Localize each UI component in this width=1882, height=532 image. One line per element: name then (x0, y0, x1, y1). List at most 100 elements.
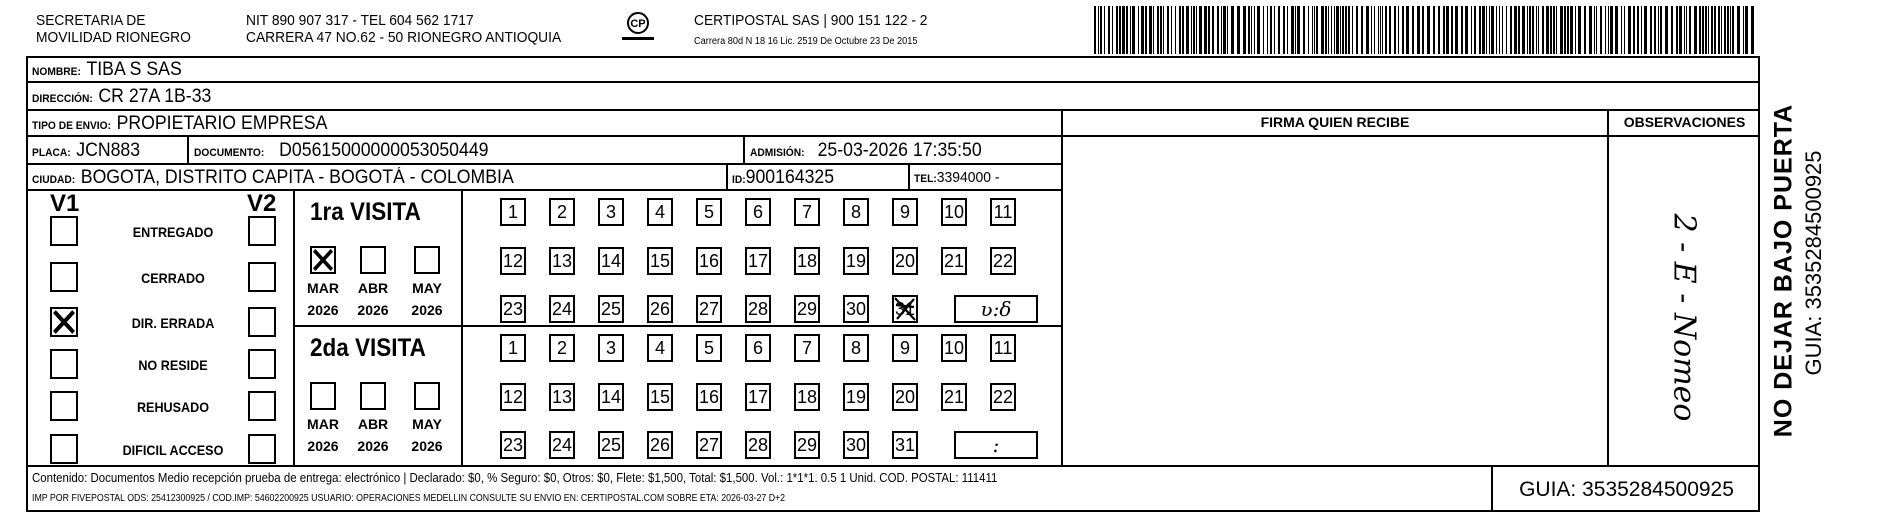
day-box[interactable]: 30 (843, 295, 869, 323)
barcode-bar (1596, 6, 1597, 54)
day-box[interactable]: 17 (745, 247, 771, 275)
day-box[interactable]: 7 (794, 198, 820, 226)
month-checkbox[interactable] (414, 246, 440, 274)
day-box[interactable]: 29 (794, 295, 820, 323)
month-checkbox[interactable] (414, 382, 440, 410)
barcode-bar (1600, 6, 1602, 54)
day-box[interactable]: 10 (941, 334, 967, 362)
day-box[interactable]: 27 (696, 295, 722, 323)
day-box[interactable]: 22 (990, 383, 1016, 411)
day-box[interactable]: 15 (647, 383, 673, 411)
day-box[interactable]: 2 (549, 334, 575, 362)
v2-checkbox[interactable] (248, 262, 276, 292)
barcode-bar (1331, 6, 1332, 54)
ciudad-label: CIUDAD: (32, 173, 76, 186)
day-box[interactable]: 24 (549, 295, 575, 323)
day-box[interactable]: 4 (647, 198, 673, 226)
day-box[interactable]: 14 (598, 247, 624, 275)
divider (26, 135, 1760, 137)
day-box[interactable]: 19 (843, 247, 869, 275)
month-checkbox[interactable] (310, 246, 336, 274)
barcode-bar (1254, 6, 1255, 54)
day-box[interactable]: 6 (745, 334, 771, 362)
barcode-bar (1295, 6, 1296, 54)
day-box[interactable]: 1 (500, 198, 526, 226)
day-box[interactable]: 24 (549, 431, 575, 459)
day-box[interactable]: 8 (843, 334, 869, 362)
v2-checkbox[interactable] (248, 307, 276, 337)
day-box[interactable]: 20 (892, 383, 918, 411)
day-box[interactable]: 13 (549, 383, 575, 411)
day-box[interactable]: 31 (892, 431, 918, 459)
v1-checkbox[interactable] (50, 434, 78, 464)
day-box[interactable]: 25 (598, 295, 624, 323)
barcode-bar (1727, 6, 1729, 54)
day-box[interactable]: 25 (598, 431, 624, 459)
day-box[interactable]: 2 (549, 198, 575, 226)
day-box[interactable]: 7 (794, 334, 820, 362)
day-box[interactable]: 5 (696, 334, 722, 362)
day-box[interactable]: 9 (892, 334, 918, 362)
barcode-bar (1654, 6, 1656, 54)
day-box[interactable]: 29 (794, 431, 820, 459)
day-box[interactable]: 28 (745, 295, 771, 323)
visit-title: 2da VISITA (310, 334, 426, 362)
day-box[interactable]: 26 (647, 295, 673, 323)
day-box[interactable]: 23 (500, 295, 526, 323)
month-checkbox[interactable] (360, 246, 386, 274)
day-box[interactable]: 11 (990, 334, 1016, 362)
day-box[interactable]: 12 (500, 247, 526, 275)
month-label: MAR (307, 416, 339, 432)
v2-checkbox[interactable] (248, 391, 276, 421)
v1-checkbox[interactable] (50, 216, 78, 246)
day-box[interactable]: 23 (500, 431, 526, 459)
day-box[interactable]: 12 (500, 383, 526, 411)
day-box[interactable]: 16 (696, 247, 722, 275)
barcode-bar (1705, 6, 1707, 54)
v2-checkbox[interactable] (248, 349, 276, 379)
day-box[interactable]: 28 (745, 431, 771, 459)
day-box[interactable]: 18 (794, 383, 820, 411)
day-box[interactable]: 17 (745, 383, 771, 411)
day-box[interactable]: 10 (941, 198, 967, 226)
day-box[interactable]: 19 (843, 383, 869, 411)
day-box[interactable]: 14 (598, 383, 624, 411)
day-box[interactable]: 9 (892, 198, 918, 226)
month-checkbox[interactable] (360, 382, 386, 410)
day-box[interactable]: 3 (598, 334, 624, 362)
day-box[interactable]: 22 (990, 247, 1016, 275)
day-box[interactable]: 1 (500, 334, 526, 362)
barcode-bar (1112, 6, 1113, 54)
time-box[interactable]: ʋ:δ (954, 295, 1038, 323)
v1-checkbox[interactable] (50, 349, 78, 379)
time-box[interactable]: : (954, 431, 1038, 459)
day-box[interactable]: 16 (696, 383, 722, 411)
day-box[interactable]: 21 (941, 247, 967, 275)
day-box[interactable]: 4 (647, 334, 673, 362)
day-box[interactable]: 18 (794, 247, 820, 275)
barcode-bar (1433, 6, 1435, 54)
v1-checkbox[interactable] (50, 307, 78, 337)
day-box[interactable]: 20 (892, 247, 918, 275)
day-box[interactable]: 6 (745, 198, 771, 226)
divider (26, 465, 1760, 467)
v1-checkbox[interactable] (50, 391, 78, 421)
signature-area[interactable] (1063, 137, 1607, 465)
month-checkbox[interactable] (310, 382, 336, 410)
v2-checkbox[interactable] (248, 434, 276, 464)
day-box[interactable]: 11 (990, 198, 1016, 226)
v2-checkbox[interactable] (248, 216, 276, 246)
v1-checkbox[interactable] (50, 262, 78, 292)
day-box[interactable]: 30 (843, 431, 869, 459)
svg-text:CP: CP (630, 18, 645, 30)
day-box[interactable]: 8 (843, 198, 869, 226)
day-box[interactable]: 5 (696, 198, 722, 226)
day-box[interactable]: 13 (549, 247, 575, 275)
day-box[interactable]: 3 (598, 198, 624, 226)
barcode-bar (1138, 6, 1139, 54)
day-box[interactable]: 27 (696, 431, 722, 459)
day-box[interactable]: 21 (941, 383, 967, 411)
day-box[interactable]: 26 (647, 431, 673, 459)
barcode-bar (1542, 6, 1544, 54)
day-box[interactable]: 15 (647, 247, 673, 275)
